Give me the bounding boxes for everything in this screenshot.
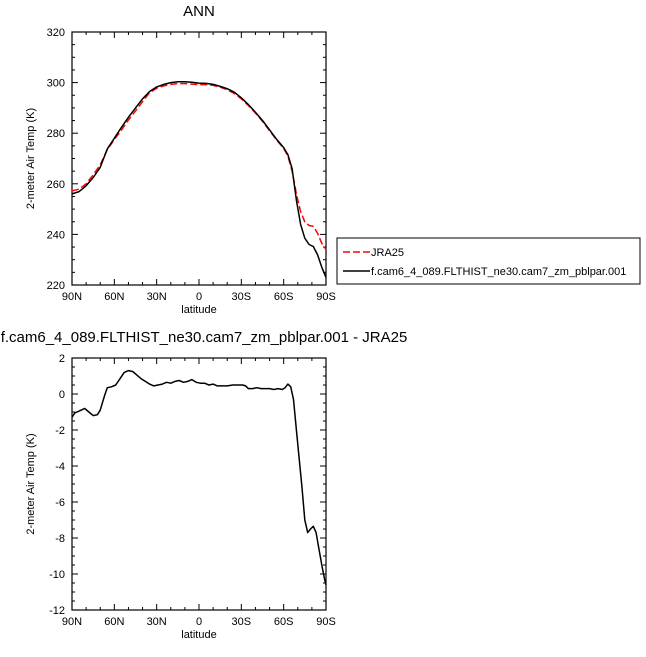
y-tick-label: 320 [47,27,65,39]
y-tick-label: -10 [49,569,65,581]
plot-frame [71,357,327,611]
legend: JRA25 f.cam6_4_089.FLTHIST_ne30.cam7_zm_p… [336,237,641,285]
legend-box [336,237,641,285]
x-tick-label: 90S [316,291,336,303]
y-tick-label: 2 [59,353,65,365]
x-tick-label: 60N [104,616,124,628]
chart-title: f.cam6_4_089.FLTHIST_ne30.cam7_zm_pblpar… [1,329,408,346]
x-tick-label: 30N [147,291,167,303]
x-tick-label: 90N [62,616,82,628]
legend-entry: f.cam6_4_089.FLTHIST_ne30.cam7_zm_pblpar… [371,266,626,278]
top-plot: ANN 90N 60N 30N 0 30S 60S 90S 220 240 260 280 300 320… [25,3,336,316]
x-tick-label: 30S [232,616,252,628]
y-tick-label: 280 [47,128,65,140]
y-tick-label: -6 [55,497,65,509]
y-tick-label: 240 [47,229,65,241]
y-tick-label: 220 [47,280,65,292]
x-tick-label: 60N [104,291,124,303]
x-tick-label: 90S [316,616,336,628]
series-line-model [71,81,327,278]
chart-title: ANN [183,3,215,20]
y-tick-label: -2 [55,425,65,437]
y-tick-label: -8 [55,533,65,545]
bottom-plot: f.cam6_4_089.FLTHIST_ne30.cam7_zm_pblpar… [1,329,408,641]
x-axis-label: latitude [181,304,216,316]
x-axis-label: latitude [181,629,216,641]
y-tick-label: -12 [49,605,65,617]
x-tick-label: 0 [196,616,202,628]
x-tick-label: 60S [274,291,294,303]
x-tick-label: 30S [232,291,252,303]
x-tick-label: 60S [274,616,294,628]
y-axis-label: 2-meter Air Temp (K) [25,433,37,534]
y-tick-label: -4 [55,461,65,473]
y-tick-label: 300 [47,78,65,90]
series-line-difference [71,369,327,585]
legend-entry: JRA25 [371,247,404,259]
x-tick-label: 0 [196,291,202,303]
y-tick-label: 0 [59,389,65,401]
y-axis-label: 2-meter Air Temp (K) [25,108,37,209]
x-tick-label: 30N [147,616,167,628]
y-tick-label: 260 [47,179,65,191]
x-tick-label: 90N [62,291,82,303]
series-line-jra25 [71,82,327,251]
